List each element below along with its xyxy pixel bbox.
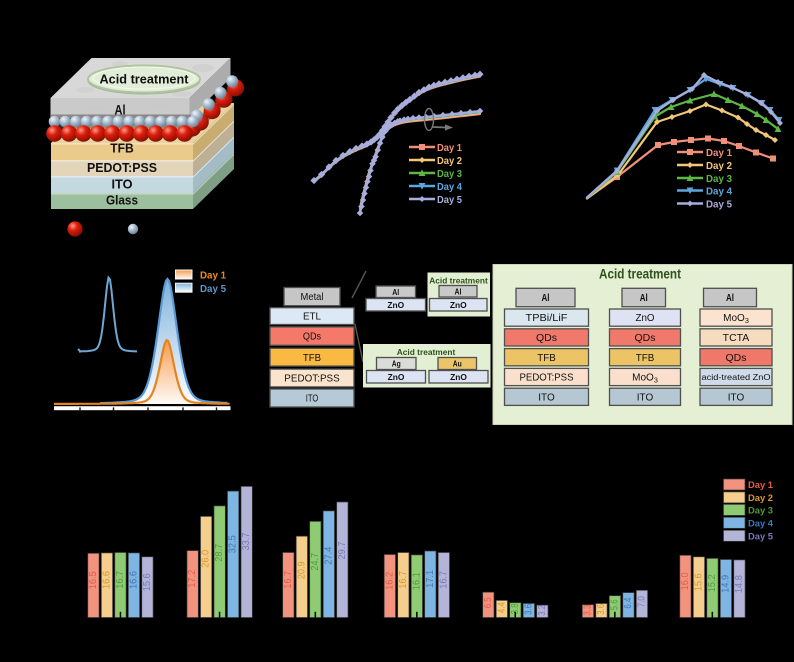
svg-text:16.6: 16.6 [101, 570, 112, 589]
svg-text:ZnO: ZnO [450, 372, 467, 382]
svg-text:Day 4: Day 4 [437, 181, 462, 193]
svg-text:3.2: 3.2 [537, 605, 548, 616]
svg-text:24.7: 24.7 [310, 553, 321, 571]
svg-text:PEDOT:PSS: PEDOT:PSS [284, 374, 340, 385]
svg-text:6.4: 6.4 [623, 597, 634, 608]
svg-text:16.1: 16.1 [411, 572, 422, 590]
svg-text:QDs: QDs [536, 333, 557, 344]
svg-text:16.7: 16.7 [283, 571, 294, 589]
svg-text:QDs: QDs [635, 333, 656, 344]
svg-text:3.8: 3.8 [510, 603, 521, 614]
svg-text:7.0: 7.0 [636, 596, 647, 607]
svg-text:Acid treatment: Acid treatment [599, 267, 681, 282]
svg-text:3.6: 3.6 [523, 603, 534, 614]
svg-text:ITO: ITO [112, 177, 133, 192]
svg-text:Day 2: Day 2 [748, 493, 773, 504]
svg-text:27.4: 27.4 [323, 546, 334, 565]
svg-text:15.6: 15.6 [142, 573, 153, 592]
svg-text:4.4: 4.4 [496, 602, 507, 613]
svg-text:29.7: 29.7 [337, 542, 348, 560]
svg-text:QDs: QDs [303, 332, 321, 343]
svg-text:26.0: 26.0 [201, 549, 212, 568]
svg-text:14.8: 14.8 [734, 575, 745, 594]
svg-text:ITO: ITO [637, 392, 654, 403]
svg-text:Ag: Ag [392, 359, 401, 369]
svg-text:Al: Al [726, 293, 734, 304]
svg-text:16.7: 16.7 [115, 571, 126, 589]
svg-text:ITO: ITO [538, 392, 555, 403]
svg-text:16.2: 16.2 [384, 572, 395, 590]
svg-text:Metal: Metal [301, 292, 324, 303]
svg-text:Day 2: Day 2 [437, 155, 462, 167]
svg-text:33.7: 33.7 [241, 533, 252, 551]
svg-text:Day 3: Day 3 [437, 168, 462, 180]
svg-text:Au: Au [453, 359, 462, 369]
svg-text:3.6: 3.6 [596, 603, 607, 614]
svg-text:Al: Al [115, 102, 126, 118]
svg-text:Day 5: Day 5 [706, 198, 732, 210]
svg-text:ITO: ITO [728, 392, 745, 403]
svg-text:QDs: QDs [726, 353, 747, 364]
svg-text:ETL: ETL [303, 312, 321, 323]
svg-text:15.6: 15.6 [693, 573, 704, 592]
svg-text:Acid treatment: Acid treatment [397, 348, 456, 357]
svg-text:ZnO: ZnO [636, 313, 655, 324]
svg-text:Al: Al [640, 293, 648, 304]
svg-text:14.9: 14.9 [720, 575, 731, 593]
svg-text:17.1: 17.1 [425, 570, 436, 588]
svg-text:5.6: 5.6 [609, 599, 620, 610]
svg-text:Day 4: Day 4 [748, 519, 774, 530]
svg-text:TFB: TFB [303, 353, 322, 364]
svg-text:TCTA: TCTA [723, 333, 750, 344]
svg-text:6.5: 6.5 [483, 597, 494, 608]
svg-text:PEDOT:PSS: PEDOT:PSS [520, 373, 574, 384]
svg-text:Day 1: Day 1 [437, 142, 462, 154]
svg-text:Day 2: Day 2 [706, 160, 732, 172]
svg-text:Day 4: Day 4 [706, 185, 732, 197]
svg-text:Day 1: Day 1 [748, 480, 774, 491]
svg-text:ZnO: ZnO [388, 372, 405, 382]
svg-text:ZnO: ZnO [387, 300, 404, 310]
svg-text:15.2: 15.2 [707, 574, 718, 592]
svg-text:20.9: 20.9 [296, 561, 307, 579]
svg-text:PEDOT:PSS: PEDOT:PSS [87, 160, 157, 175]
svg-text:MoO3: MoO3 [723, 313, 749, 325]
svg-text:16.7: 16.7 [398, 571, 409, 589]
svg-text:Day 1: Day 1 [706, 147, 732, 159]
svg-text:28.7: 28.7 [214, 544, 225, 562]
svg-text:Day 5: Day 5 [200, 284, 226, 295]
svg-text:MoO3: MoO3 [632, 373, 658, 385]
svg-text:17.2: 17.2 [187, 570, 198, 588]
svg-text:TFB: TFB [636, 353, 655, 364]
svg-text:Day 5: Day 5 [748, 532, 774, 543]
svg-text:TPBi/LiF: TPBi/LiF [526, 313, 568, 324]
svg-text:16.7: 16.7 [438, 571, 449, 589]
svg-text:Al: Al [455, 286, 462, 296]
svg-text:Al: Al [392, 287, 399, 297]
svg-text:Day 3: Day 3 [706, 173, 732, 185]
svg-text:TFB: TFB [110, 141, 134, 156]
svg-text:Glass: Glass [106, 193, 138, 208]
svg-text:3.3: 3.3 [582, 604, 593, 615]
svg-text:ZnO: ZnO [450, 300, 467, 310]
svg-text:ITO: ITO [306, 394, 319, 405]
svg-text:Day 3: Day 3 [748, 506, 773, 517]
svg-text:acid-treated ZnO: acid-treated ZnO [702, 372, 771, 382]
svg-text:Acid treatment: Acid treatment [100, 72, 190, 87]
svg-text:Day 5: Day 5 [437, 194, 462, 206]
svg-text:Acid treatment: Acid treatment [429, 277, 488, 286]
svg-text:Al: Al [542, 293, 550, 304]
svg-text:16.0: 16.0 [680, 572, 691, 591]
svg-text:Day 1: Day 1 [200, 271, 226, 282]
svg-text:TFB: TFB [537, 353, 556, 364]
svg-text:32.5: 32.5 [228, 535, 239, 554]
svg-text:16.5: 16.5 [88, 571, 99, 590]
svg-text:16.6: 16.6 [128, 570, 139, 589]
